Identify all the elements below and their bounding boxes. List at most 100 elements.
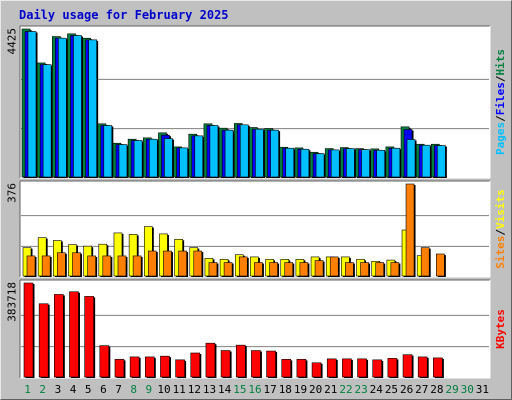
bar-kbytes-day-15 xyxy=(235,344,246,378)
bar-sites-day-8 xyxy=(132,255,142,277)
bar-kbytes-day-22 xyxy=(342,358,352,378)
bar-pages-day-24 xyxy=(376,149,386,178)
bar-pages-day-19 xyxy=(300,148,310,178)
bar-sites-day-15 xyxy=(238,256,248,277)
x-tick-label-day-19: 19 xyxy=(294,383,307,396)
panel-3-ymax-label: 383718 xyxy=(6,282,19,322)
bar-sites-day-26 xyxy=(405,183,415,277)
x-tick-label-day-15: 15 xyxy=(233,383,246,396)
legend-separator: / xyxy=(494,75,507,82)
bar-pages-day-25 xyxy=(391,147,401,178)
x-tick-label-day-2: 2 xyxy=(39,383,46,396)
bar-kbytes-day-19 xyxy=(296,359,307,378)
bar-kbytes-day-4 xyxy=(69,291,79,378)
legend-sites: Sites xyxy=(494,236,507,269)
x-tick-label-day-25: 25 xyxy=(385,383,398,396)
bar-kbytes-day-10 xyxy=(160,355,170,378)
bar-pages-day-20 xyxy=(315,153,325,178)
bar-pages-day-27 xyxy=(421,144,431,178)
bar-kbytes-day-5 xyxy=(84,296,94,378)
bar-pages-day-5 xyxy=(88,39,97,178)
bar-pages-day-26 xyxy=(406,139,416,178)
bar-kbytes-day-27 xyxy=(417,356,428,378)
bar-pages-day-7 xyxy=(118,144,128,178)
bar-pages-day-9 xyxy=(148,138,158,178)
bar-kbytes-day-13 xyxy=(205,342,216,378)
bar-sites-day-28 xyxy=(436,253,445,277)
bar-kbytes-day-23 xyxy=(357,358,367,378)
x-tick-label-day-23: 23 xyxy=(355,383,368,396)
bar-pages-day-15 xyxy=(239,124,249,178)
bar-pages-day-8 xyxy=(133,140,143,178)
bar-kbytes-day-3 xyxy=(54,294,64,378)
bar-pages-day-23 xyxy=(361,149,370,178)
bar-pages-day-2 xyxy=(42,64,52,178)
bar-sites-day-24 xyxy=(375,262,385,277)
bar-sites-day-17 xyxy=(269,262,278,277)
x-tick-label-day-4: 4 xyxy=(70,383,77,396)
x-tick-label-day-22: 22 xyxy=(339,383,352,396)
bar-pages-day-6 xyxy=(103,125,113,178)
bar-kbytes-day-1 xyxy=(23,282,34,378)
bar-sites-day-2 xyxy=(41,255,51,277)
legend-pages: Pages xyxy=(494,122,507,155)
bar-sites-day-11 xyxy=(178,250,187,277)
bar-sites-day-4 xyxy=(72,252,81,277)
x-tick-label-day-31: 31 xyxy=(476,383,489,396)
x-tick-label-day-26: 26 xyxy=(400,383,413,396)
x-tick-label-day-16: 16 xyxy=(248,383,261,396)
bar-pages-day-10 xyxy=(164,138,173,178)
x-tick-label-day-13: 13 xyxy=(203,383,216,396)
legend-visits: Visits xyxy=(494,189,507,229)
x-tick-label-day-5: 5 xyxy=(85,383,92,396)
bar-sites-day-16 xyxy=(254,262,263,277)
legend-kbytes: KBytes xyxy=(494,309,507,349)
bar-kbytes-day-11 xyxy=(175,359,185,378)
bar-kbytes-day-24 xyxy=(372,359,383,378)
chart-title: Daily usage for February 2025 xyxy=(19,8,229,22)
x-tick-label-day-12: 12 xyxy=(188,383,201,396)
x-tick-label-day-14: 14 xyxy=(218,383,232,396)
bar-sites-day-5 xyxy=(87,255,96,277)
legend-hits: Hits xyxy=(494,49,507,76)
bar-pages-day-3 xyxy=(58,37,67,178)
bar-kbytes-day-16 xyxy=(251,350,261,378)
bar-sites-day-25 xyxy=(390,262,400,277)
x-tick-label-day-1: 1 xyxy=(24,383,31,396)
bar-sites-day-1 xyxy=(26,255,36,277)
bar-sites-day-18 xyxy=(284,262,294,277)
bar-kbytes-day-17 xyxy=(266,350,276,378)
x-tick-label-day-7: 7 xyxy=(115,383,122,396)
panel-1-legend: Pages/Files/Hits xyxy=(494,49,507,155)
x-tick-label-day-6: 6 xyxy=(100,383,107,396)
x-tick-label-day-8: 8 xyxy=(130,383,137,396)
bar-sites-day-23 xyxy=(360,262,369,277)
bar-kbytes-day-28 xyxy=(433,357,443,378)
bar-kbytes-day-7 xyxy=(114,359,125,378)
x-tick-label-day-10: 10 xyxy=(157,383,170,396)
x-tick-label-day-18: 18 xyxy=(279,383,292,396)
bar-kbytes-day-8 xyxy=(129,356,140,378)
bar-kbytes-day-20 xyxy=(311,362,322,378)
x-tick-label-day-11: 11 xyxy=(173,383,186,396)
bar-kbytes-day-21 xyxy=(326,358,337,378)
bar-pages-day-14 xyxy=(224,129,234,178)
bar-pages-day-1 xyxy=(27,31,37,178)
x-tick-label-day-3: 3 xyxy=(55,383,62,396)
bar-kbytes-day-26 xyxy=(402,354,413,378)
bar-pages-day-18 xyxy=(285,147,295,178)
x-tick-label-day-29: 29 xyxy=(445,383,458,396)
bar-sites-day-19 xyxy=(299,262,309,277)
bar-sites-day-9 xyxy=(147,250,157,277)
x-tick-label-day-21: 21 xyxy=(324,383,337,396)
legend-files: Files xyxy=(494,82,507,115)
bar-sites-day-20 xyxy=(314,260,324,277)
bar-kbytes-day-25 xyxy=(387,358,398,378)
bar-sites-day-10 xyxy=(163,250,172,277)
bar-kbytes-day-9 xyxy=(144,356,155,378)
bar-sites-day-3 xyxy=(57,252,66,277)
x-tick-label-day-30: 30 xyxy=(461,383,474,396)
panel-2-ymax-label: 376 xyxy=(6,183,19,203)
x-tick-label-day-9: 9 xyxy=(146,383,153,396)
